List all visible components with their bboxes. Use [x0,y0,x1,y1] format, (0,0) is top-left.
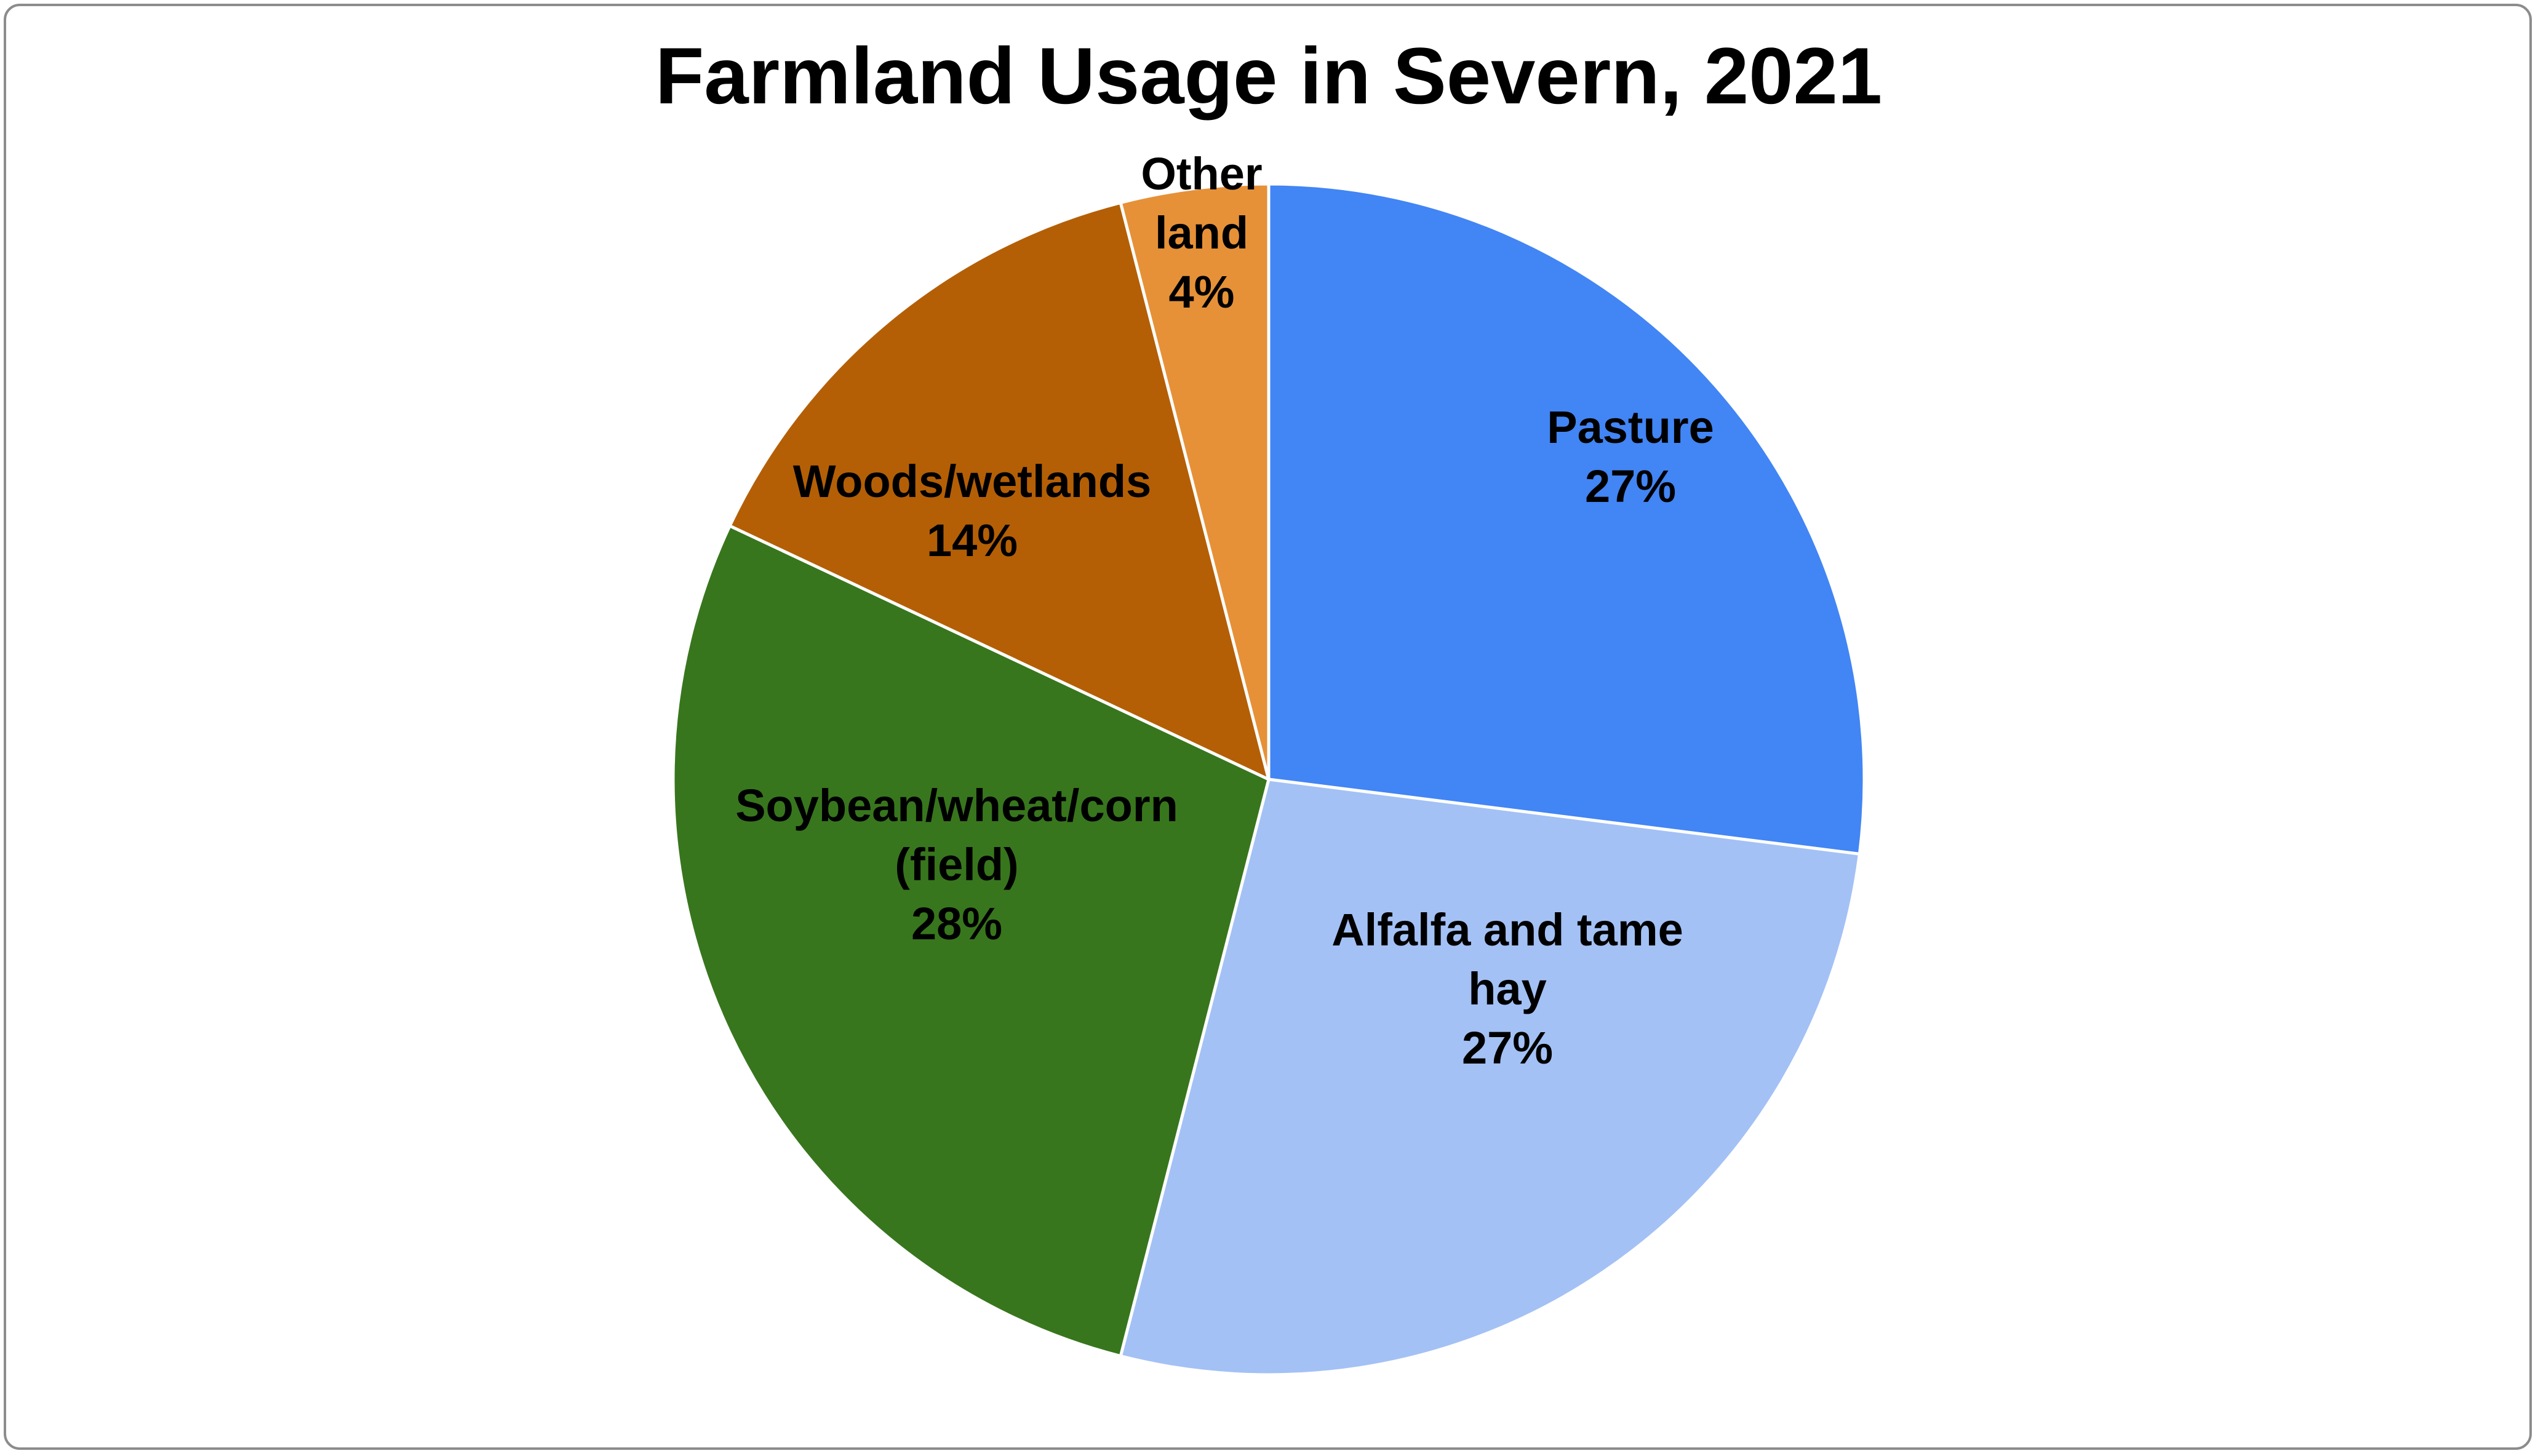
pie-slice-label-3: Woods/wetlands 14% [793,456,1151,566]
pie-slice-3 [728,201,1271,781]
pie-labels: Pasture 27% Alfalfa and tame hay 27% Soybean/… [735,148,1714,1073]
pie-slice-4 [1119,182,1271,781]
pie-slice-label-1: Alfalfa and tame hay 27% [1331,904,1683,1073]
pie-slice-label-line: 27% [1462,1022,1553,1073]
pie-slice-label-line: hay [1468,963,1547,1014]
pie-slice-label-4: Other land 4% [1141,148,1262,317]
pie-slice-label-line: 14% [927,515,1018,566]
pie-slice-label-line: Woods/wetlands [793,456,1151,507]
pie-slice-label-line: Alfalfa and tame [1331,904,1683,955]
pie-slice-label-line: land [1155,207,1248,258]
pie-slice-label-line: 27% [1585,461,1676,512]
pie-slice-label-0: Pasture 27% [1547,402,1714,512]
pie-slice-label-line: (field) [895,839,1018,890]
pie-slice-0 [1267,182,1866,856]
pie-slice-label-line: Soybean/wheat/corn [735,780,1178,831]
pie-slice-label-line: Pasture [1547,402,1714,453]
pie-slice-1 [1119,778,1861,1377]
pie-slice-label-line: 4% [1169,266,1235,317]
pie-slice-label-2: Soybean/wheat/corn (field) 28% [735,780,1178,949]
pie-slice-label-line: 28% [911,898,1002,949]
pie-slices [671,182,1866,1377]
pie-slice-label-line: Other [1141,148,1262,199]
pie-slice-2 [671,524,1271,1358]
chart-title: Farmland Usage in Severn, 2021 [655,31,1882,121]
